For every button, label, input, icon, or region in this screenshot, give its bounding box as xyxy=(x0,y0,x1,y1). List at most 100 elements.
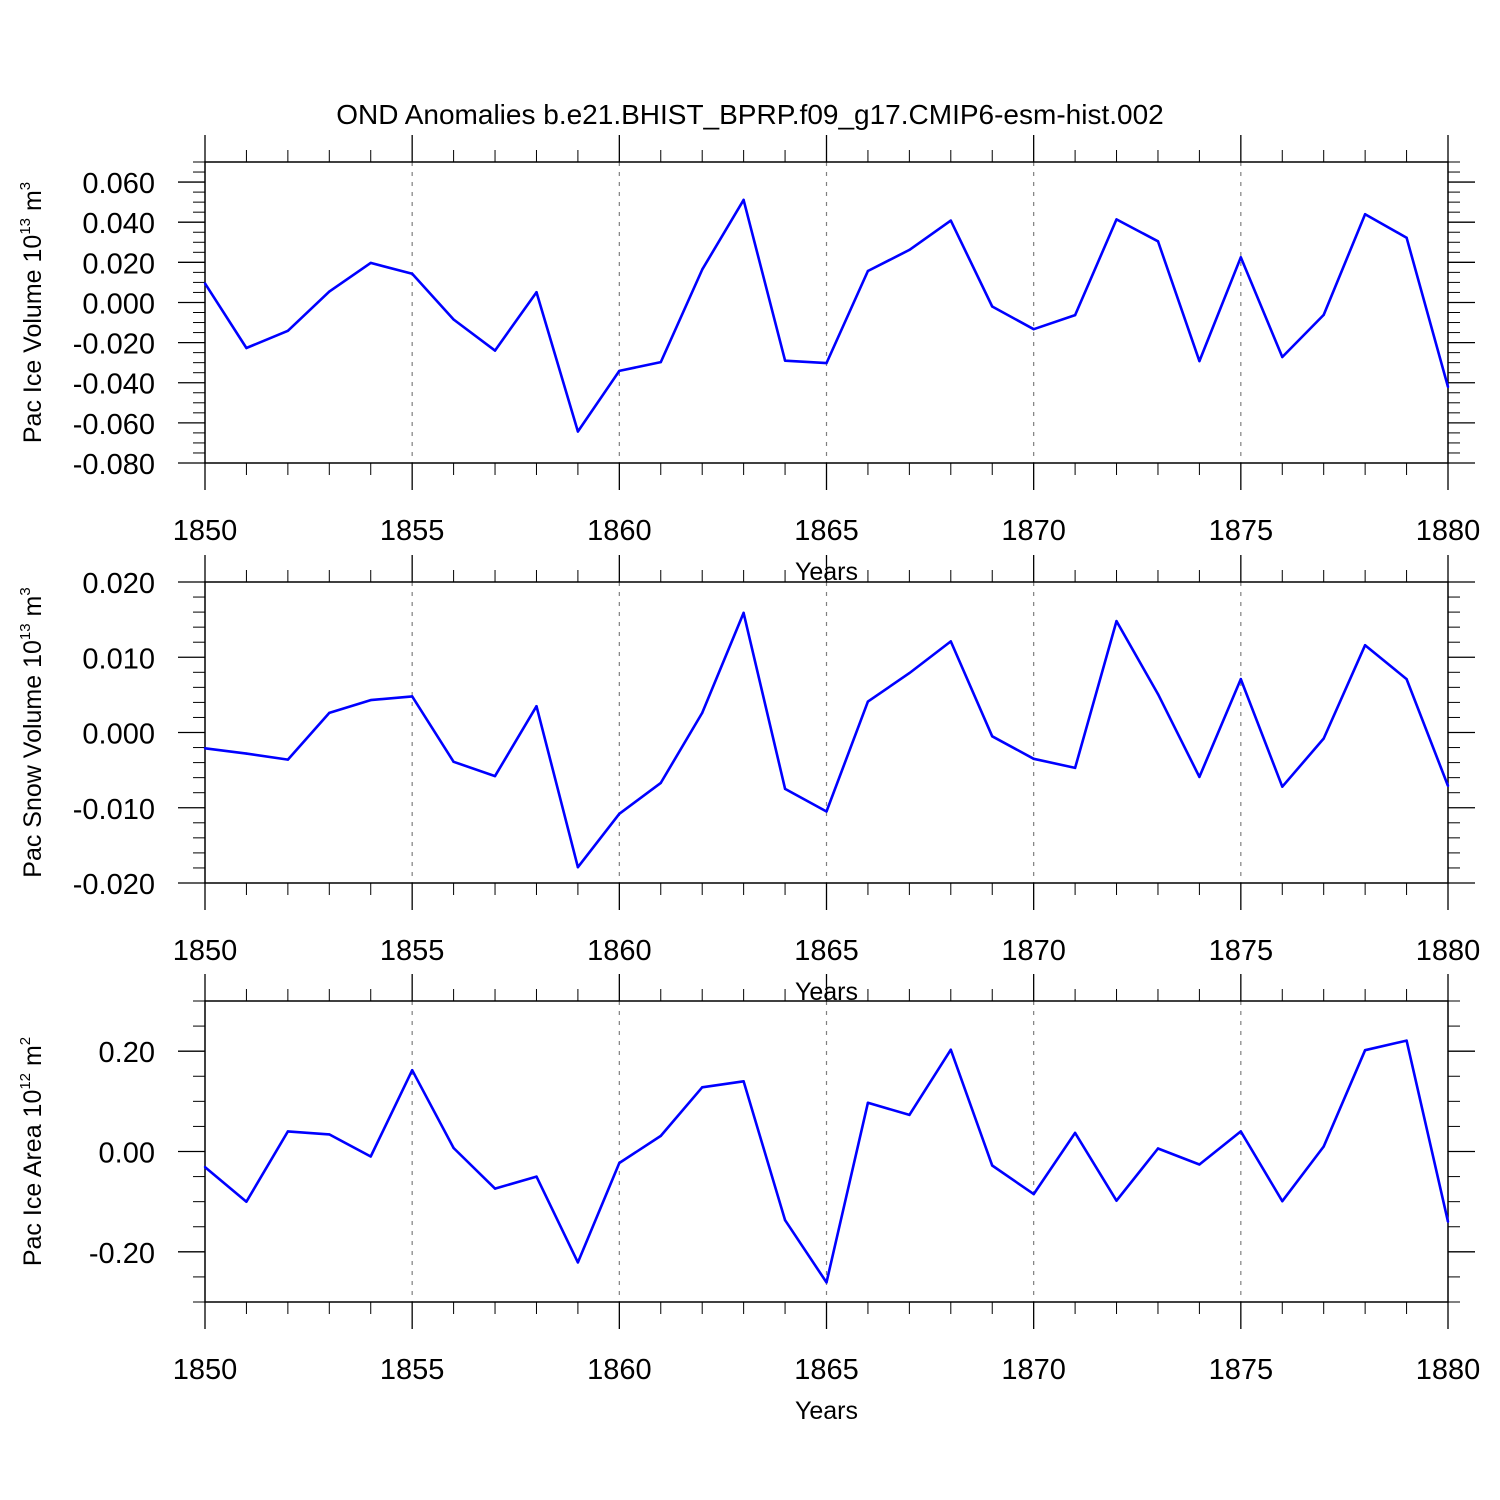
data-point xyxy=(618,812,621,815)
data-point xyxy=(908,248,911,252)
data-point xyxy=(949,640,952,643)
data-point xyxy=(1115,619,1118,623)
data-point xyxy=(1281,785,1284,788)
data-point xyxy=(1115,218,1118,221)
y-axis-label-exponent: 12 xyxy=(17,1073,34,1090)
x-tick-label: 1850 xyxy=(173,515,238,547)
y-tick-label: 0.040 xyxy=(82,208,155,240)
x-tick-label: 1865 xyxy=(794,935,859,967)
x-tick-label: 1875 xyxy=(1209,935,1274,967)
data-point xyxy=(203,282,207,285)
x-tick-label: 1865 xyxy=(794,515,859,547)
data-point xyxy=(328,1133,331,1136)
y-axis-label-exponent: 13 xyxy=(17,623,34,640)
data-point xyxy=(203,1165,207,1169)
data-point xyxy=(866,700,870,703)
y-tick-label: 0.020 xyxy=(82,248,155,280)
y-tick-label: -0.20 xyxy=(89,1238,155,1270)
y-tick-label: 0.020 xyxy=(82,568,155,600)
y-tick-label: 0.20 xyxy=(99,1037,155,1069)
x-tick-label: 1855 xyxy=(380,1354,445,1386)
data-point xyxy=(245,1200,248,1203)
data-point xyxy=(949,1048,952,1051)
y-tick-label: -0.010 xyxy=(73,794,155,826)
data-point xyxy=(991,305,994,308)
data-point xyxy=(369,261,372,265)
data-point xyxy=(1446,385,1450,389)
data-point xyxy=(286,758,290,761)
data-point xyxy=(245,752,248,755)
x-tick-label: 1875 xyxy=(1209,515,1274,547)
y-tick-label: -0.020 xyxy=(73,329,155,361)
y-tick-label: 0.060 xyxy=(82,168,155,200)
data-point xyxy=(1322,737,1325,740)
data-point xyxy=(1032,1192,1035,1196)
data-point xyxy=(701,711,704,715)
y-axis-label-unit-exponent: 3 xyxy=(17,182,34,190)
data-point xyxy=(1156,692,1160,696)
x-tick-label: 1870 xyxy=(1001,1354,1066,1386)
data-point xyxy=(1322,313,1325,317)
data-point xyxy=(659,1134,662,1138)
data-point xyxy=(1032,327,1035,331)
data-point xyxy=(1198,775,1201,779)
data-point xyxy=(245,346,248,350)
data-point xyxy=(1363,1048,1367,1052)
data-point xyxy=(1156,1147,1160,1150)
data-point xyxy=(1239,677,1243,681)
data-point xyxy=(742,198,745,202)
y-axis-label-text: Pac Ice Volume 10 xyxy=(19,235,47,443)
data-point xyxy=(1115,1199,1118,1202)
data-point xyxy=(1322,1145,1325,1148)
chart-panel-1: 0.060 0.040 0.020 0.000 -0.020 -0.040 -0.060 -0… xyxy=(17,135,1480,586)
data-point xyxy=(576,865,580,869)
x-tick-label: 1855 xyxy=(380,935,445,967)
data-point xyxy=(908,1113,911,1117)
y-tick-label: -0.060 xyxy=(73,409,155,441)
data-point xyxy=(1281,355,1284,359)
data-point xyxy=(1073,1131,1077,1135)
data-point xyxy=(783,787,787,791)
data-point xyxy=(1405,1039,1408,1042)
y-axis-label-text: Pac Ice Area 10 xyxy=(19,1090,47,1267)
data-point xyxy=(1198,359,1201,363)
data-point xyxy=(825,361,828,365)
x-tick-label: 1855 xyxy=(380,515,445,547)
data-point xyxy=(1363,644,1367,647)
y-tick-label: -0.040 xyxy=(73,369,155,401)
data-point xyxy=(659,360,662,364)
data-point xyxy=(908,671,911,675)
data-point xyxy=(1073,313,1077,317)
x-tick-label: 1875 xyxy=(1209,1354,1274,1386)
x-tick-label: 1870 xyxy=(1001,515,1066,547)
y-axis-label-unit-exponent: 2 xyxy=(17,1037,34,1045)
data-point xyxy=(410,695,414,698)
data-point xyxy=(1281,1199,1284,1203)
data-point xyxy=(369,698,372,702)
data-point xyxy=(825,810,828,813)
data-point xyxy=(286,1130,290,1133)
chart-panel-2: 0.020 0.010 0.000 -0.010 -0.020 1850 1855 1860 1… xyxy=(17,555,1480,1006)
x-tick-label: 1850 xyxy=(173,1354,238,1386)
y-tick-label: 0.000 xyxy=(82,719,155,751)
panels: 0.060 0.040 0.020 0.000 -0.020 -0.040 -0.060 -0… xyxy=(17,135,1480,1425)
data-point xyxy=(535,704,538,708)
y-axis-label-unit: m xyxy=(19,596,47,624)
x-axis-label: Years xyxy=(795,1397,858,1425)
data-point xyxy=(1363,212,1367,216)
data-point xyxy=(701,268,704,271)
y-axis-label: Pac Ice Area 1012 m2 xyxy=(17,1037,47,1266)
y-tick-label: 0.010 xyxy=(82,643,155,675)
y-axis-label: Pac Ice Volume 1013 m3 xyxy=(17,182,47,443)
data-point xyxy=(991,735,994,738)
data-point xyxy=(1446,1220,1450,1223)
data-point xyxy=(410,1069,414,1072)
y-tick-label: -0.080 xyxy=(73,449,155,481)
data-point xyxy=(701,1086,704,1089)
data-point xyxy=(452,1146,455,1150)
x-tick-label: 1860 xyxy=(587,515,652,547)
data-point xyxy=(493,1187,497,1190)
y-axis-label-unit-exponent: 3 xyxy=(17,587,34,595)
data-point xyxy=(825,1281,828,1284)
